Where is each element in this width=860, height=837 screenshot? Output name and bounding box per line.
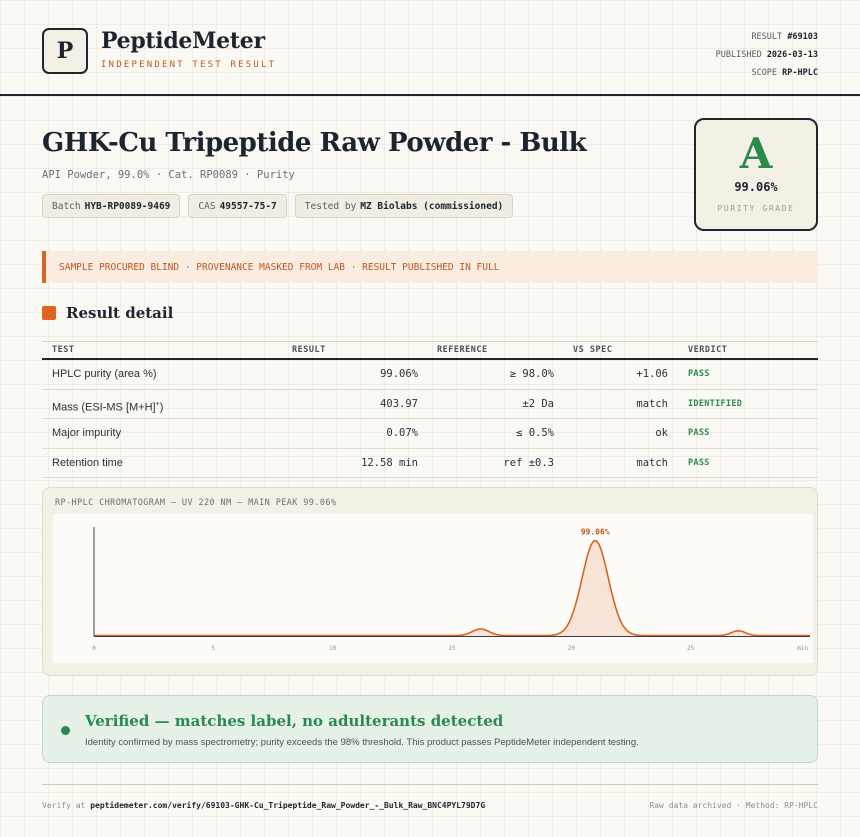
table-row: Retention time 12.58 min ref ±0.3 match … [42, 449, 818, 478]
results-table: TEST RESULT REFERENCE VS SPEC VERDICT HP… [42, 341, 818, 478]
verified-title: Verified — matches label, no adulterants… [85, 712, 504, 730]
grade-label: PURITY GRADE [717, 204, 795, 213]
verify-prefix: Verify at [42, 801, 86, 810]
batch-chip: Batch HYB-RP0089-9469 [42, 194, 181, 218]
cell-test: HPLC purity (area %) [52, 368, 157, 380]
cas-chip: CAS 49557-75-7 [188, 194, 287, 218]
cell-vs-spec: match [636, 397, 668, 410]
product-title: GHK-Cu Tripeptide Raw Powder - Bulk [42, 128, 587, 158]
cell-vs-spec: ok [655, 427, 668, 439]
purity-grade-card: A 99.06% PURITY GRADE [694, 118, 818, 231]
page-header: P PeptideMeter INDEPENDENT TEST RESULT R… [0, 0, 860, 96]
x-tick-label: 20 [568, 645, 576, 652]
cell-reference: ref ±0.3 [503, 456, 554, 469]
chromatogram-title: RP-HPLC CHROMATOGRAM — UV 220 NM — MAIN … [55, 498, 337, 508]
tested-by-chip: Tested by MZ Biolabs (commissioned) [294, 194, 514, 218]
verify-line: Verify at peptidemeter.com/verify/69103-… [42, 801, 485, 810]
cell-verdict: PASS [688, 457, 710, 468]
table-row: HPLC purity (area %) 99.06% ≥ 98.0% +1.0… [42, 360, 818, 390]
section-marker-icon [42, 306, 56, 320]
col-reference: REFERENCE [437, 345, 488, 355]
meta-scope: SCOPE RP-HPLC [751, 68, 818, 78]
chromatogram-plot: 0 5 10 15 20 25 min 99.06% [53, 514, 813, 663]
product-chips: Batch HYB-RP0089-9469 CAS 49557-75-7 Teste… [42, 194, 514, 218]
x-tick-label: 0 [92, 645, 96, 652]
cell-verdict: PASS [688, 428, 710, 438]
cell-result: 12.58 min [361, 456, 418, 469]
table-header: TEST RESULT REFERENCE VS SPEC VERDICT [42, 341, 818, 360]
cell-test: Major impurity [52, 427, 122, 439]
blind-sample-notice: SAMPLE PROCURED BLIND · PROVENANCE MASKE… [42, 251, 818, 283]
cell-vs-spec: match [636, 456, 668, 469]
cell-reference: ±2 Da [522, 397, 554, 410]
table-row: Mass (ESI-MS [M+H]+) 403.97 ±2 Da match … [42, 390, 818, 419]
cell-reference: ≤ 0.5% [516, 427, 554, 439]
cell-reference: ≥ 98.0% [509, 368, 554, 380]
cell-test: Retention time [52, 456, 123, 469]
result-detail-heading: Result detail [42, 304, 173, 322]
cell-result: 0.07% [386, 427, 418, 439]
x-tick-label: 25 [687, 645, 695, 652]
chromatogram-area [94, 540, 810, 636]
meta-result: RESULT #69103 [751, 32, 818, 42]
cell-result: 403.97 [380, 397, 418, 410]
brand-subtitle: INDEPENDENT TEST RESULT [101, 60, 277, 70]
verified-text: Identity confirmed by mass spectrometry;… [85, 737, 639, 748]
cell-vs-spec: +1.06 [636, 368, 668, 380]
col-result: RESULT [292, 345, 326, 355]
verified-banner: Verified — matches label, no adulterants… [42, 695, 818, 763]
page-footer: Verify at peptidemeter.com/verify/69103-… [42, 784, 818, 814]
cell-verdict: PASS [688, 369, 710, 379]
cell-verdict: IDENTIFIED [688, 398, 743, 409]
chromatogram-panel: RP-HPLC CHROMATOGRAM — UV 220 NM — MAIN … [42, 487, 818, 676]
cell-test: Mass (ESI-MS [M+H]+) [52, 400, 164, 414]
col-test: TEST [52, 345, 75, 355]
grade-letter: A [739, 129, 773, 178]
logo-icon: P [42, 28, 88, 74]
verified-dot-icon [61, 726, 70, 735]
x-tick-label: 10 [329, 645, 337, 652]
meta-published: PUBLISHED 2026-03-13 [715, 50, 818, 60]
table-row: Major impurity 0.07% ≤ 0.5% ok PASS [42, 419, 818, 449]
chromatogram-line [94, 539, 810, 637]
x-axis-unit: min [797, 645, 808, 652]
x-tick-label: 15 [448, 645, 456, 652]
x-tick-label: 5 [212, 645, 216, 652]
product-subtitle: API Powder, 99.0% · Cat. RP0089 · Purity [42, 169, 295, 181]
method-note: Raw data archived · Method: RP-HPLC [649, 801, 818, 810]
section-title: Result detail [66, 304, 174, 322]
brand-name: PeptideMeter [101, 28, 265, 54]
result-meta: RESULT #69103 PUBLISHED 2026-03-13 SCOPE… [716, 28, 818, 82]
chromatogram-svg: 0 5 10 15 20 25 min 99.06% [92, 527, 810, 652]
main-peak-label: 99.06% [581, 528, 610, 537]
verify-link[interactable]: peptidemeter.com/verify/69103-GHK-Cu_Tri… [90, 801, 486, 810]
cell-result: 99.06% [380, 368, 418, 380]
col-vs-spec: VS SPEC [573, 345, 613, 355]
col-verdict: VERDICT [688, 345, 728, 355]
grade-value: 99.06% [734, 180, 778, 194]
